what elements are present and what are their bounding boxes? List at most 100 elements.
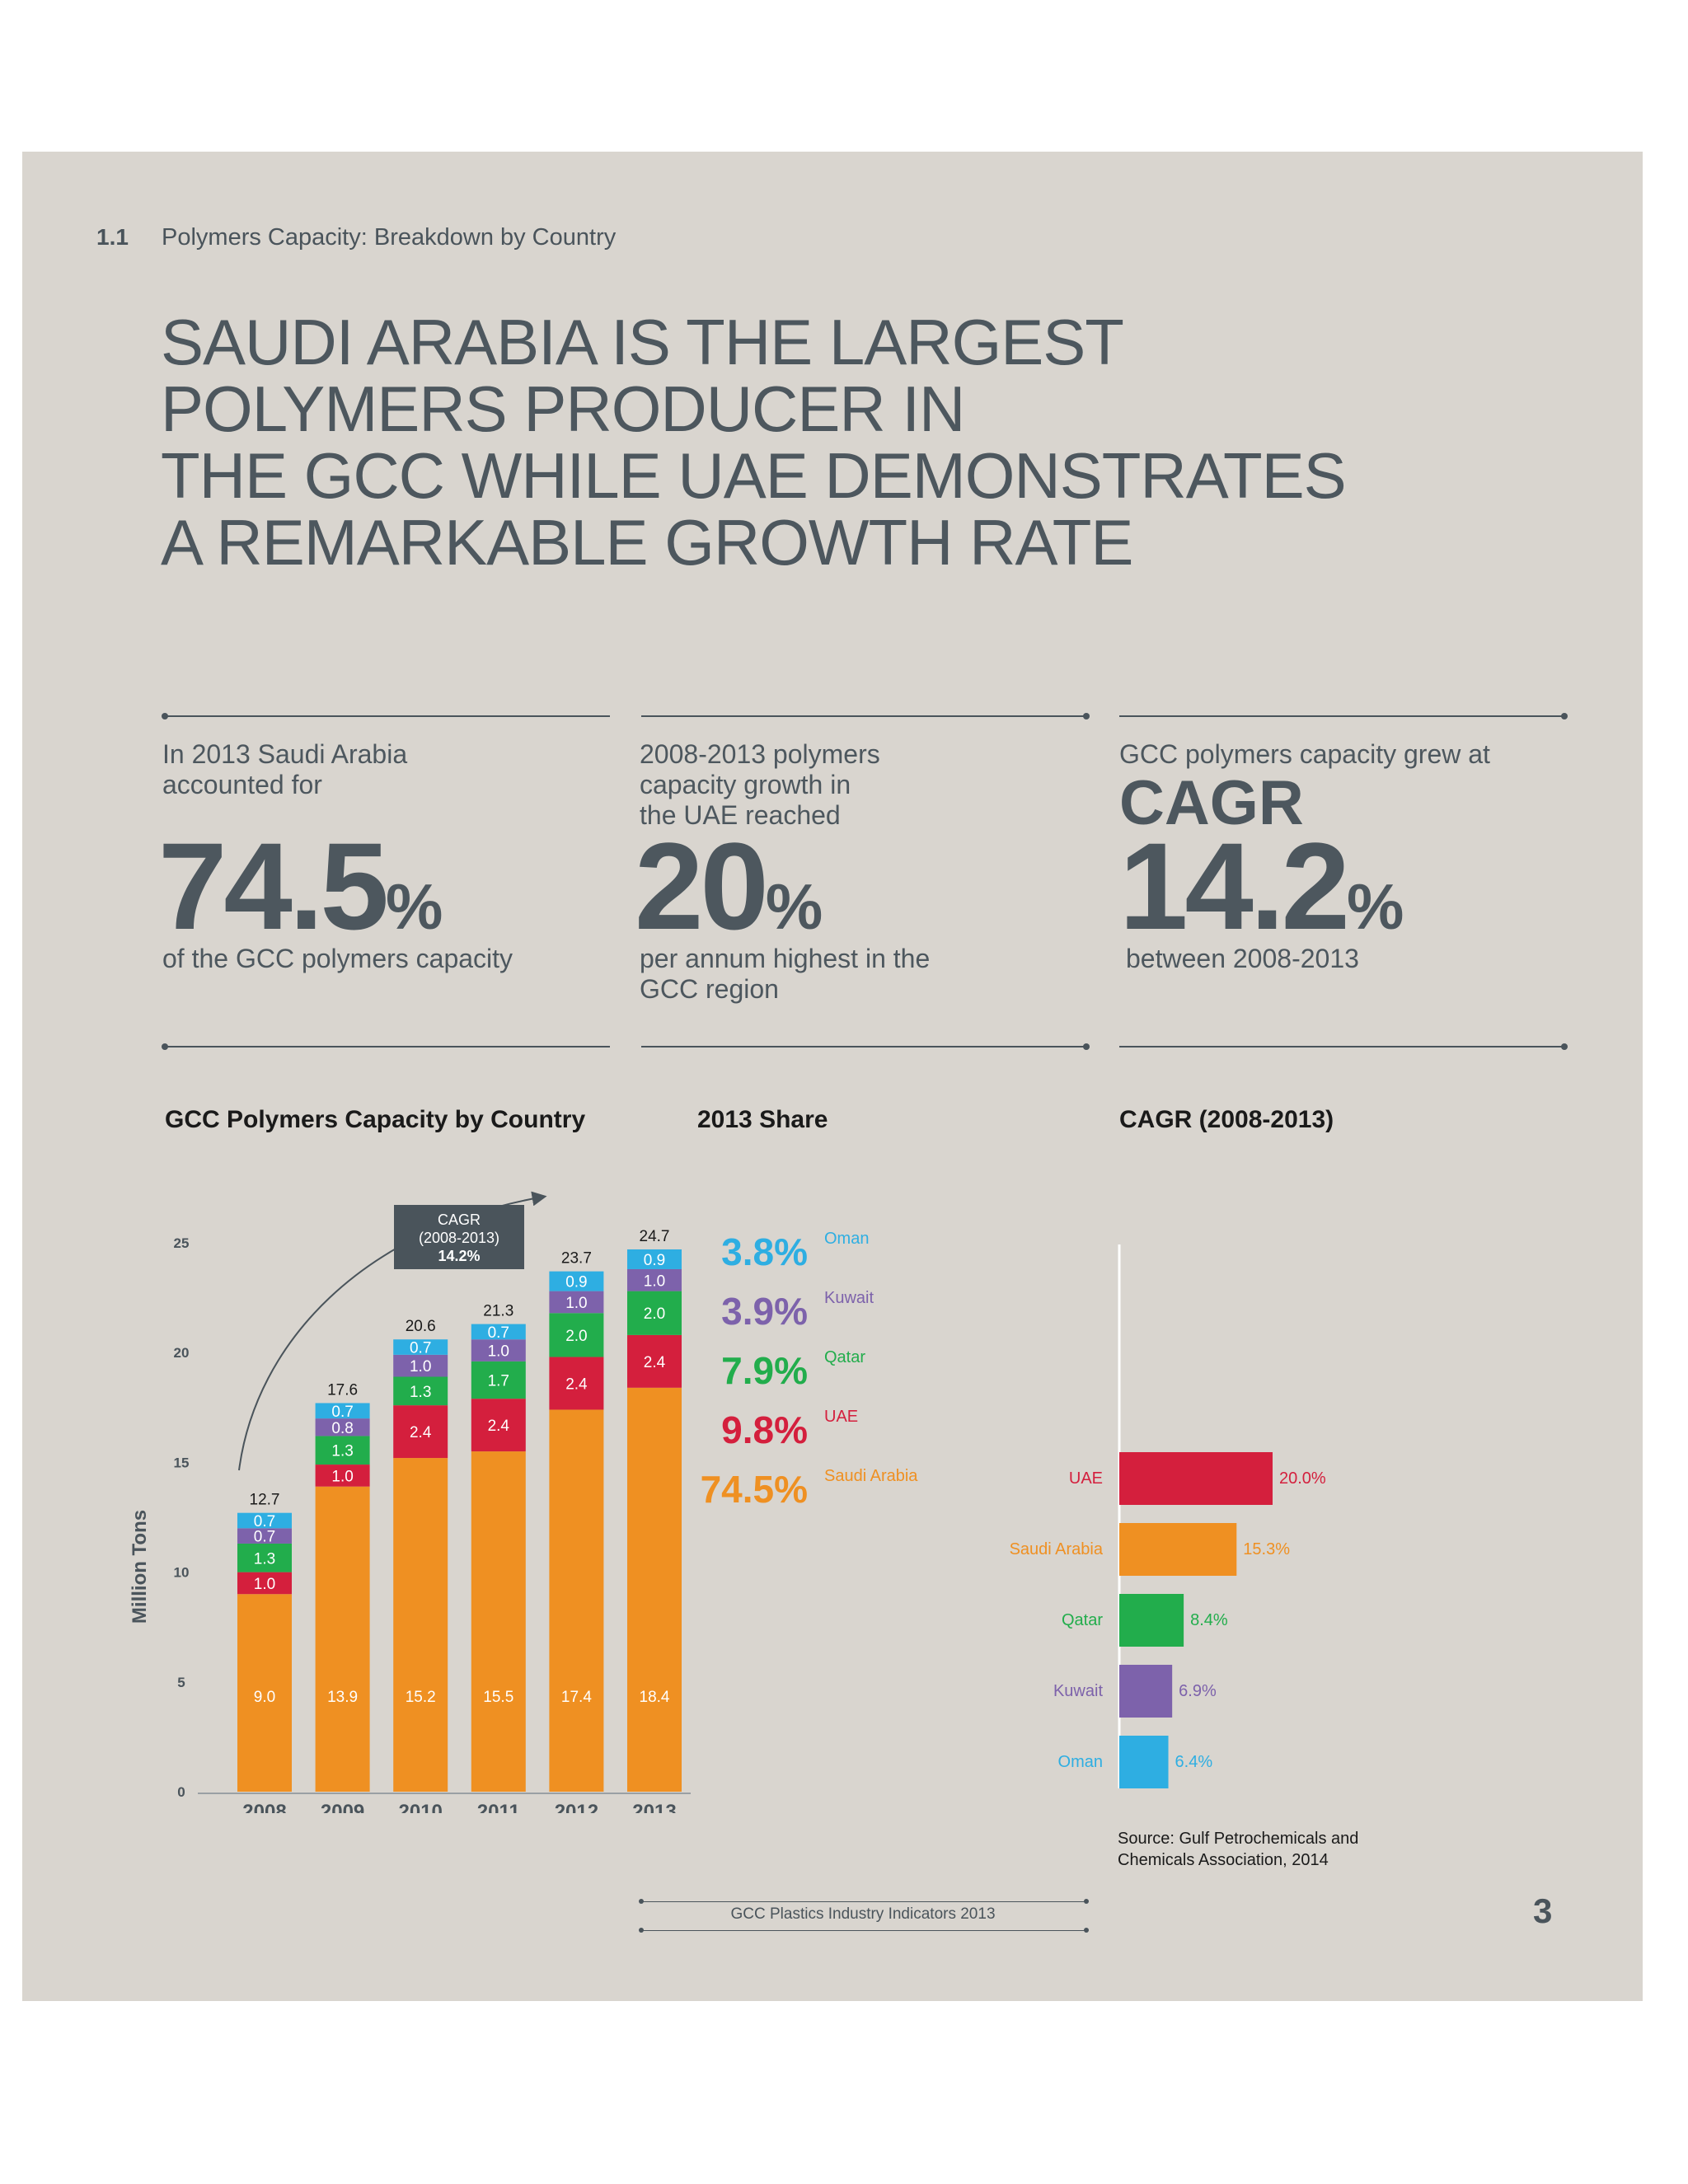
kpi-gcc-value: 14.2%	[1119, 824, 1404, 968]
bar-segment-qatar	[237, 1543, 292, 1572]
bar-segment-saudi	[393, 1458, 448, 1792]
kpi-uae-intro: 2008-2013 polymers capacity growth in th…	[640, 739, 880, 831]
y-tick-label: 25	[174, 1235, 190, 1251]
share-row-oman: 3.8% Oman	[684, 1220, 948, 1273]
y-tick-label: 15	[174, 1455, 190, 1470]
cagr-category-label: Oman	[1058, 1753, 1103, 1771]
cagr-value-label: 20.0%	[1279, 1469, 1326, 1488]
kpi-uae-outro: per annum highest in the GCC region	[640, 944, 930, 1005]
source-note: Source: Gulf Petrochemicals and Chemical…	[1118, 1828, 1464, 1871]
chart-title-share: 2013 Share	[697, 1106, 828, 1133]
bar-segment-oman	[549, 1271, 604, 1291]
share-row-uae: 9.8% UAE	[684, 1398, 948, 1451]
section-title: Polymers Capacity: Breakdown by Country	[162, 224, 617, 251]
bar-value-label: 1.0	[488, 1343, 509, 1361]
cagr-callout-value: 14.2%	[438, 1248, 480, 1264]
cagr-bar-oman	[1119, 1736, 1169, 1788]
cagr-callout-box	[394, 1205, 524, 1269]
bar-value-label: 1.0	[331, 1468, 353, 1485]
bar-segment-kuwait	[237, 1528, 292, 1544]
bar-segment-saudi	[237, 1594, 292, 1792]
bar-segment-kuwait	[627, 1268, 682, 1291]
rule-dot	[639, 1899, 644, 1904]
bar-value-label: 0.7	[254, 1513, 275, 1530]
bar-value-label: 13.9	[327, 1689, 358, 1706]
bar-segment-qatar	[549, 1313, 604, 1357]
bar-segment-uae	[393, 1405, 448, 1459]
cagr-category-label: UAE	[1069, 1469, 1103, 1488]
cagr-bar-kuwait	[1119, 1665, 1173, 1718]
bar-segment-qatar	[471, 1361, 526, 1399]
kpi-text-line: per annum highest in the	[640, 944, 931, 973]
share-label: Oman	[824, 1230, 870, 1248]
kpi-number: 20	[635, 817, 769, 955]
bar-segment-kuwait	[393, 1354, 448, 1377]
kpi-saudi-outro: of the GCC polymers capacity	[162, 944, 513, 974]
y-axis-title: Million Tons	[129, 1510, 151, 1624]
bar-total-label: 21.3	[483, 1303, 513, 1320]
bar-value-label: 1.7	[488, 1373, 509, 1390]
bar-value-label: 1.0	[410, 1358, 431, 1376]
share-value: 3.9%	[721, 1290, 808, 1333]
bar-value-label: 0.7	[410, 1340, 431, 1357]
section-number: 1.1	[96, 224, 129, 250]
share-value: 3.8%	[721, 1230, 808, 1273]
bar-segment-saudi	[315, 1486, 370, 1792]
bar-total-label: 12.7	[250, 1492, 280, 1509]
kpi-text-line: the UAE reached	[640, 800, 841, 830]
share-row-qatar: 7.9% Qatar	[684, 1338, 948, 1392]
bar-segment-oman	[393, 1339, 448, 1355]
share-row-saudi: 74.5% Saudi Arabia	[684, 1457, 948, 1511]
bar-segment-kuwait	[471, 1339, 526, 1361]
bar-segment-uae	[471, 1399, 526, 1452]
cagr-horizontal-bar-chart: UAE 20.0% Saudi Arabia 15.3% Qatar 8.4% Kuwait…	[1010, 1244, 1326, 1788]
bar-value-label: 2.4	[565, 1376, 588, 1393]
bar-segment-saudi	[471, 1451, 526, 1792]
footer-rule	[641, 1930, 1086, 1931]
kpi-unit: %	[1346, 870, 1404, 943]
rule-dot	[1084, 1899, 1089, 1904]
bar-value-label: 1.3	[331, 1443, 353, 1460]
page-panel	[22, 152, 1643, 2001]
cagr-bar-qatar	[1119, 1594, 1184, 1647]
x-tick-label: 2008	[242, 1801, 286, 1813]
rule-dot	[1083, 1043, 1090, 1050]
bar-value-label: 1.0	[254, 1576, 275, 1593]
divider-rule	[165, 1046, 610, 1047]
kpi-text-line: between 2008-2013	[1126, 944, 1359, 973]
bar-segment-oman	[237, 1512, 292, 1529]
kpi-text-line: of the GCC polymers capacity	[162, 944, 513, 973]
kpi-text-line: In 2013 Saudi Arabia	[162, 739, 408, 769]
bar-segment-uae	[627, 1334, 682, 1388]
bar-value-label: 1.3	[410, 1384, 431, 1401]
share-label: Qatar	[824, 1348, 866, 1366]
share-label: Kuwait	[824, 1289, 874, 1307]
divider-rule	[1119, 715, 1564, 717]
kpi-saudi-value: 74.5%	[158, 824, 443, 968]
cagr-category-label: Saudi Arabia	[1010, 1540, 1104, 1558]
kpi-unit: %	[385, 870, 443, 943]
rule-dot	[1083, 713, 1090, 719]
bar-value-label: 0.7	[254, 1529, 275, 1546]
share-label: UAE	[824, 1408, 859, 1426]
divider-rule	[641, 1046, 1086, 1047]
rule-dot	[1084, 1928, 1089, 1933]
bar-value-label: 0.9	[644, 1252, 665, 1269]
headline: SAUDI ARABIA IS THE LARGEST POLYMERS PRO…	[161, 309, 1397, 576]
bar-segment-oman	[315, 1403, 370, 1419]
bar-segment-kuwait	[549, 1291, 604, 1314]
cagr-callout-line: (2008-2013)	[419, 1230, 499, 1246]
share-value: 7.9%	[721, 1349, 808, 1392]
bar-value-label: 0.7	[488, 1324, 509, 1342]
bar-total-label: 20.6	[406, 1318, 436, 1335]
bar-total-label: 23.7	[561, 1250, 592, 1268]
bar-value-label: 0.9	[565, 1274, 587, 1291]
bar-segment-uae	[549, 1357, 604, 1410]
bar-value-label: 2.4	[488, 1418, 510, 1435]
divider-rule	[1119, 1046, 1564, 1047]
rule-dot	[162, 713, 168, 719]
kpi-number: 74.5	[158, 817, 389, 955]
bar-value-label: 17.4	[561, 1689, 592, 1706]
bar-value-label: 2.4	[644, 1354, 666, 1371]
x-tick-label: 2010	[399, 1801, 443, 1813]
